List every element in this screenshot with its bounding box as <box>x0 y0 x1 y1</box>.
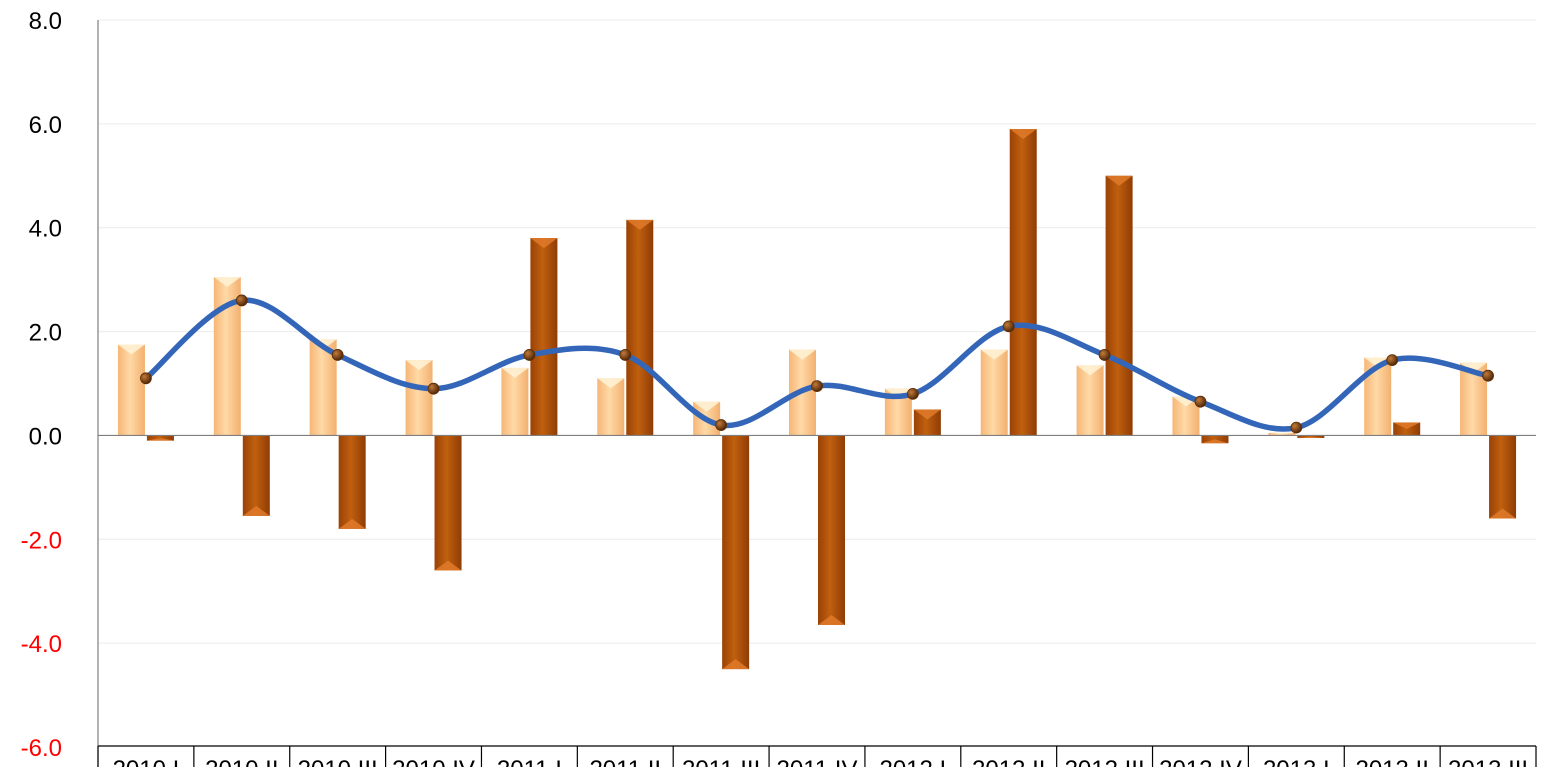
bar-series-2 <box>1105 175 1133 436</box>
bar-bevel <box>146 438 174 441</box>
x-tick-label: 2012 I <box>879 756 946 767</box>
bar-layer <box>117 129 1517 670</box>
line-point <box>1482 369 1494 382</box>
line-point <box>1002 320 1015 333</box>
x-tick-label: 2010 IV <box>392 756 475 767</box>
y-tick-label: 6.0 <box>29 112 62 139</box>
bar-series-2 <box>722 435 750 670</box>
grid-layer <box>98 19 1536 644</box>
bar-bevel <box>1009 129 1037 140</box>
bar-series-1 <box>980 349 1008 436</box>
bar-series-2 <box>626 219 654 436</box>
line-point <box>1386 354 1399 367</box>
bar-series-2 <box>242 435 270 516</box>
y-tick-label: -6.0 <box>21 735 62 762</box>
line-point <box>619 349 632 361</box>
line-point <box>427 382 440 395</box>
bar-series-2 <box>338 435 366 529</box>
line-point <box>331 349 344 361</box>
y-tick-label: 8.0 <box>29 8 62 35</box>
line-point <box>906 387 919 400</box>
bar-series-1 <box>1076 365 1104 436</box>
bar-bevel <box>818 614 845 625</box>
bar-series-2 <box>1201 435 1229 444</box>
line-point <box>1290 421 1303 434</box>
line-series <box>143 297 1491 432</box>
bar-bevel <box>501 367 529 378</box>
x-tick-label: 2011 IV <box>777 756 858 767</box>
x-tick-label: 2011 III <box>682 756 760 767</box>
bar-bevel <box>913 409 941 420</box>
x-tick-label: 2012 II <box>972 756 1045 767</box>
line-point <box>1194 395 1207 408</box>
bar-bevel <box>1297 436 1325 439</box>
bar-bevel <box>1201 439 1229 444</box>
bar-bevel <box>597 378 625 389</box>
bar-bevel <box>693 401 721 412</box>
bar-bevel <box>1076 365 1104 376</box>
y-tick-label: -2.0 <box>21 527 62 554</box>
y-tick-label: -4.0 <box>21 631 62 658</box>
axis-layer <box>97 20 1537 767</box>
line-point <box>811 380 823 392</box>
y-tick-label: 4.0 <box>29 216 62 243</box>
bar-bevel <box>434 560 462 571</box>
x-tick-label: 2012 IV <box>1159 756 1242 767</box>
bar-bevel <box>1268 432 1296 435</box>
line-point <box>1098 349 1111 361</box>
bar-bevel <box>1393 422 1421 429</box>
x-tick-label: 2010 III <box>298 756 378 767</box>
bar-bevel <box>789 349 816 360</box>
line-point <box>715 419 728 431</box>
bar-bevel <box>1489 508 1517 519</box>
x-tick-label: 2011 I <box>497 756 562 767</box>
bar-series-1 <box>501 367 529 436</box>
bar-series-2 <box>434 435 462 571</box>
bar-series-2 <box>530 238 558 436</box>
bar-bevel <box>338 518 366 529</box>
line-layer <box>140 294 1494 434</box>
x-tick-label: 2013 III <box>1448 756 1528 767</box>
bar-series-2 <box>1489 435 1517 519</box>
bar-bevel <box>405 360 433 371</box>
bar-series-1 <box>405 360 433 436</box>
bar-series-2 <box>818 435 845 625</box>
bar-bevel <box>1105 175 1133 186</box>
line-point <box>523 349 536 361</box>
x-tick-label: 2010 I <box>113 756 180 767</box>
x-tick-label: 2012 III <box>1065 756 1145 767</box>
bar-bevel <box>213 277 241 288</box>
bar-bevel <box>1460 362 1488 373</box>
line-point <box>235 294 248 307</box>
bar-bevel <box>722 659 750 670</box>
x-tick-label: 2011 II <box>589 756 661 767</box>
line-point <box>140 372 152 385</box>
label-layer: 8.0 6.0 4.0 2.0 0.0 -2.0 -4.0 -6.0 2010 I 2010 II… <box>21 8 1528 767</box>
bar-bevel <box>626 219 654 230</box>
bar-bevel <box>980 349 1008 360</box>
bar-bevel <box>117 344 145 355</box>
y-tick-label: 0.0 <box>29 423 62 450</box>
x-tick-label: 2010 II <box>205 756 278 767</box>
bar-series-2 <box>1009 129 1037 436</box>
y-tick-label: 2.0 <box>29 320 62 347</box>
x-tick-label: 2013 II <box>1355 756 1428 767</box>
x-tick-label: 2013 I <box>1263 756 1330 767</box>
bar-bevel <box>530 238 558 249</box>
bar-series-1 <box>117 344 145 436</box>
bar-bevel <box>242 505 270 516</box>
